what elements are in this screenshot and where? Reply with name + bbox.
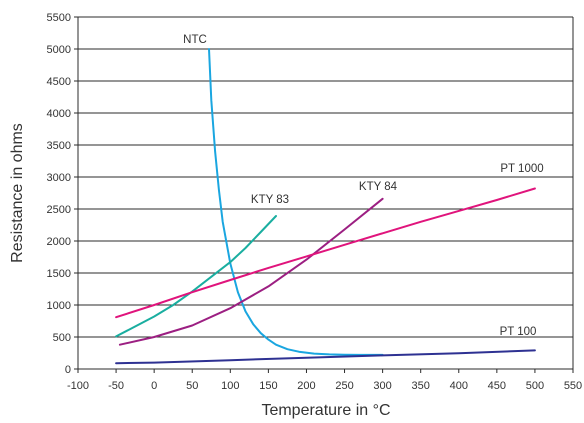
x-tick-label: 200 — [297, 380, 315, 392]
series-line-pt-100 — [115, 349, 536, 365]
x-tick-label: -50 — [108, 380, 124, 392]
series-label-kty-84: KTY 84 — [359, 181, 398, 193]
x-tick-label: 550 — [564, 380, 582, 392]
series-line-kty-83 — [115, 215, 277, 338]
series-label-pt-100: PT 100 — [500, 326, 537, 338]
tick-labels: 0500100015002000250030003500400045005000… — [47, 12, 583, 392]
y-tick-label: 2000 — [47, 236, 71, 248]
y-tick-label: 2500 — [47, 204, 71, 216]
x-tick-label: 50 — [186, 380, 198, 392]
y-tick-label: 4000 — [47, 108, 71, 120]
series-line-ntc — [208, 48, 384, 356]
y-axis-title: Resistance in ohms — [9, 123, 26, 263]
axes — [74, 16, 574, 373]
y-tick-label: 0 — [65, 364, 71, 376]
y-tick-label: 3000 — [47, 172, 71, 184]
y-tick-label: 500 — [53, 332, 71, 344]
x-tick-label: 450 — [488, 380, 506, 392]
x-tick-label: 350 — [412, 380, 430, 392]
y-tick-label: 1000 — [47, 300, 71, 312]
x-tick-label: 500 — [526, 380, 544, 392]
x-tick-label: 100 — [221, 380, 239, 392]
series-label-pt-1000: PT 1000 — [500, 163, 543, 175]
series-label-ntc: NTC — [183, 34, 207, 46]
x-tick-label: -100 — [67, 380, 89, 392]
y-tick-label: 5000 — [47, 44, 71, 56]
series-line-pt-1000 — [115, 187, 536, 319]
grid-lines — [78, 16, 573, 338]
x-tick-label: 250 — [335, 380, 353, 392]
x-tick-label: 400 — [450, 380, 468, 392]
x-tick-label: 0 — [151, 380, 157, 392]
x-tick-label: 300 — [373, 380, 391, 392]
x-tick-label: 150 — [259, 380, 277, 392]
series-label-kty-83: KTY 83 — [251, 194, 289, 206]
series-labels: NTC KTY 83 KTY 84 PT 1000 PT 100 — [183, 34, 543, 338]
y-tick-label: 3500 — [47, 140, 71, 152]
y-tick-label: 4500 — [47, 76, 71, 88]
series-line-kty-84 — [118, 197, 384, 346]
y-tick-label: 1500 — [47, 268, 71, 280]
series-lines — [115, 48, 536, 365]
y-tick-label: 5500 — [47, 12, 71, 24]
x-axis-title: Temperature in °C — [261, 402, 390, 419]
